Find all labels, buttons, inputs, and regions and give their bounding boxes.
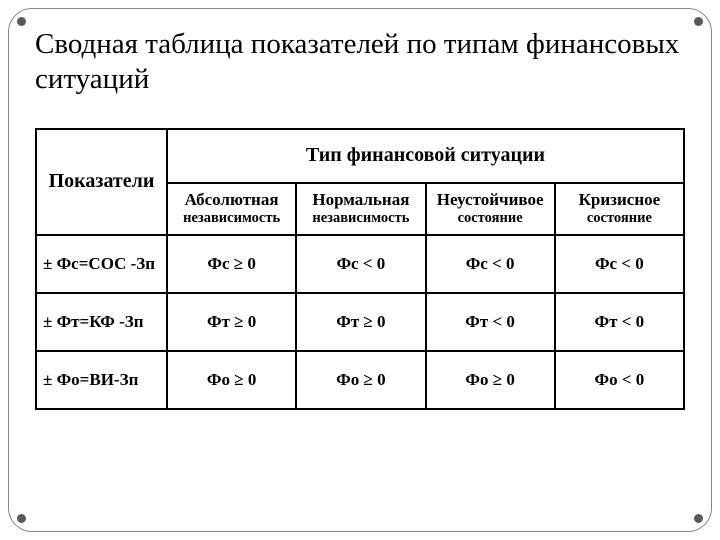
row-1-cell-3: Фт < 0: [555, 293, 684, 351]
col-header-3-line1: Кризисное: [558, 190, 681, 210]
corner-dot-bl: [17, 514, 26, 523]
page-title: Сводная таблица показателей по типам фин…: [35, 27, 685, 98]
row-0-cell-3: Фс < 0: [555, 235, 684, 293]
table-row: ± Фо=ВИ-Зп Фо ≥ 0 Фо ≥ 0 Фо ≥ 0 Фо < 0: [36, 351, 684, 409]
col-header-2-line2: состояние: [429, 210, 552, 227]
col-header-0: Абсолютная независимость: [167, 183, 296, 235]
row-2-cell-2: Фо ≥ 0: [426, 351, 555, 409]
row-0-cell-0: Фс ≥ 0: [167, 235, 296, 293]
row-2-label: ± Фо=ВИ-Зп: [36, 351, 167, 409]
row-0-cell-2: Фс < 0: [426, 235, 555, 293]
row-1-label: ± Фт=КФ -Зп: [36, 293, 167, 351]
corner-dot-tr: [694, 17, 703, 26]
row-1-cell-2: Фт < 0: [426, 293, 555, 351]
row-1-cell-0: Фт ≥ 0: [167, 293, 296, 351]
group-header: Тип финансовой ситуации: [167, 129, 684, 183]
corner-dot-br: [694, 514, 703, 523]
table-row: ± Фс=СОС -Зп Фс ≥ 0 Фс < 0 Фс < 0 Фс < 0: [36, 235, 684, 293]
col-header-3-line2: состояние: [558, 210, 681, 227]
col-header-2: Неустойчивое состояние: [426, 183, 555, 235]
row-2-cell-1: Фо ≥ 0: [296, 351, 425, 409]
col-header-2-line1: Неустойчивое: [429, 190, 552, 210]
indicators-table: Показатели Тип финансовой ситуации Абсол…: [35, 128, 685, 410]
row-0-label: ± Фс=СОС -Зп: [36, 235, 167, 293]
slide-frame: Сводная таблица показателей по типам фин…: [8, 8, 712, 532]
corner-dot-tl: [17, 17, 26, 26]
label-header: Показатели: [36, 129, 167, 235]
col-header-1-line2: независимость: [299, 210, 422, 227]
table-row: ± Фт=КФ -Зп Фт ≥ 0 Фт ≥ 0 Фт < 0 Фт < 0: [36, 293, 684, 351]
table-header-row-1: Показатели Тип финансовой ситуации: [36, 129, 684, 183]
row-2-cell-3: Фо < 0: [555, 351, 684, 409]
col-header-0-line2: независимость: [170, 210, 293, 227]
col-header-0-line1: Абсолютная: [170, 190, 293, 210]
col-header-1: Нормальная независимость: [296, 183, 425, 235]
row-0-cell-1: Фс < 0: [296, 235, 425, 293]
row-2-cell-0: Фо ≥ 0: [167, 351, 296, 409]
col-header-3: Кризисное состояние: [555, 183, 684, 235]
row-1-cell-1: Фт ≥ 0: [296, 293, 425, 351]
col-header-1-line1: Нормальная: [299, 190, 422, 210]
